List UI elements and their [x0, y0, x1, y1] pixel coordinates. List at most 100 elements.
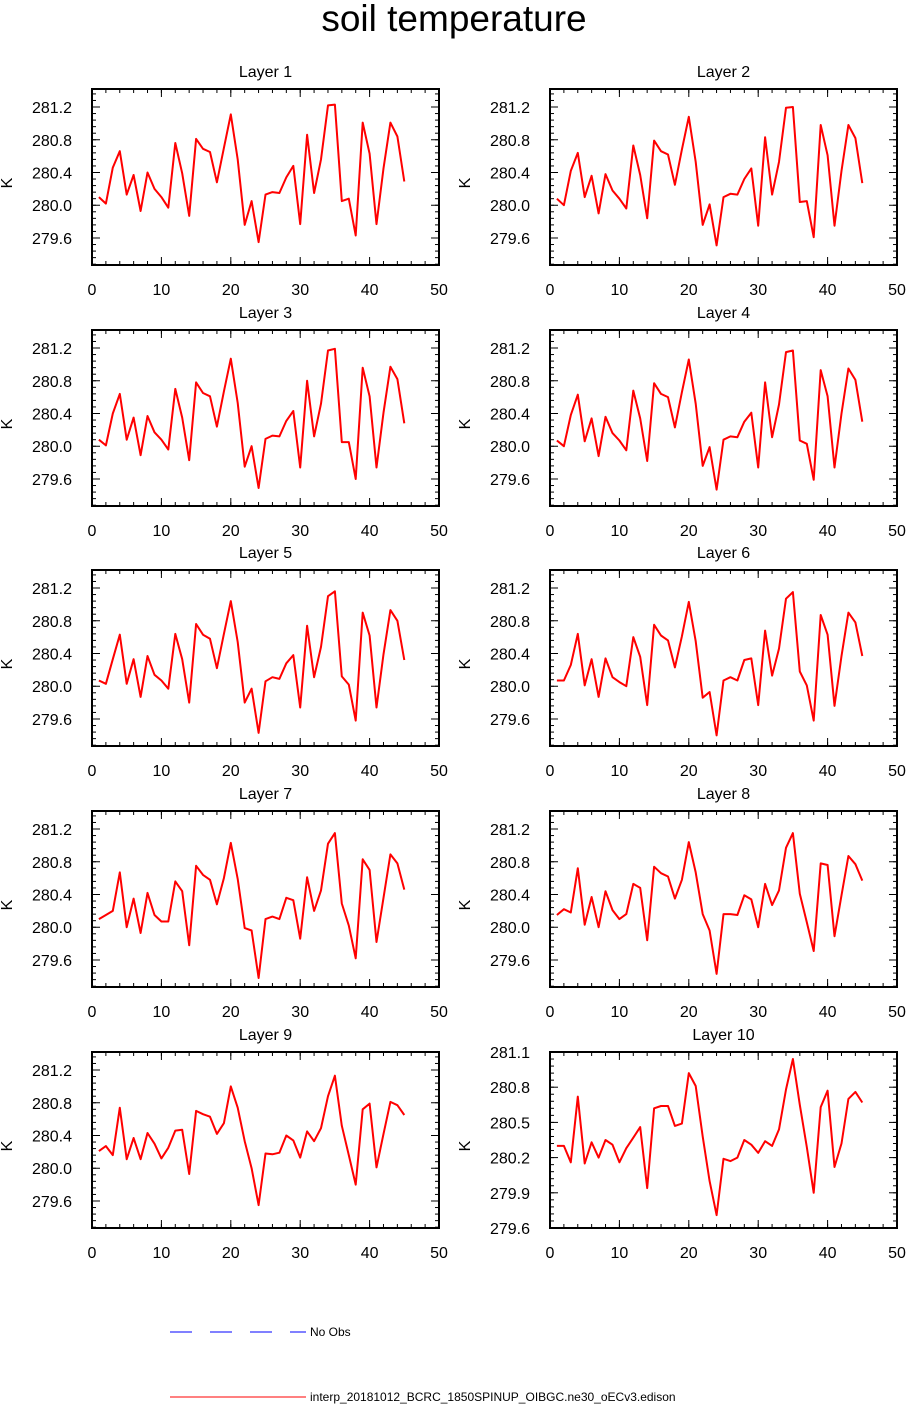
- chart-panel-8: Layer 8 K 0 10 20 30 40 50 279.6 280.0 280.4 280.8 2…: [457, 786, 906, 1021]
- chart-title: Layer 9: [239, 1027, 292, 1044]
- x-tick-label: 0: [88, 1245, 97, 1262]
- x-tick-label: 30: [291, 763, 309, 780]
- x-tick-label: 50: [888, 282, 906, 299]
- chart-title: Layer 3: [239, 305, 292, 322]
- x-tick-label: 10: [153, 763, 171, 780]
- x-tick-label: 0: [88, 523, 97, 540]
- y-tick-label: 281.2: [490, 100, 530, 117]
- y-tick-label: 280.8: [32, 374, 72, 391]
- x-tick-label: 10: [611, 282, 629, 299]
- series-line: [556, 106, 864, 247]
- chart-panel-2: Layer 2 K 0 10 20 30 40 50 279.6 280.0 280.4 280.8 2…: [457, 64, 906, 299]
- x-tick-label: 40: [361, 763, 379, 780]
- y-tick-label: 279.6: [490, 1221, 530, 1238]
- y-tick-label: 280.8: [490, 855, 530, 872]
- x-tick-label: 0: [88, 1004, 97, 1021]
- y-tick-label: 280.4: [490, 646, 530, 663]
- series-line: [556, 832, 864, 975]
- y-tick-label: 280.4: [490, 406, 530, 423]
- y-tick-label: 280.4: [32, 646, 72, 663]
- y-tick-label: 280.0: [490, 679, 530, 696]
- x-tick-label: 20: [222, 1245, 240, 1262]
- x-tick-label: 0: [546, 282, 555, 299]
- x-tick-label: 10: [153, 523, 171, 540]
- x-tick-label: 50: [430, 282, 448, 299]
- x-tick-label: 0: [546, 1245, 555, 1262]
- chart-panel-5: Layer 5 K 0 10 20 30 40 50 279.6 280.0 280.4 280.8 2…: [0, 545, 448, 780]
- x-tick-label: 20: [680, 523, 698, 540]
- x-tick-label: 10: [611, 1004, 629, 1021]
- x-tick-label: 40: [361, 1245, 379, 1262]
- y-tick-label: 280.4: [490, 887, 530, 904]
- y-tick-label: 280.8: [32, 614, 72, 631]
- y-tick-label: 280.0: [490, 439, 530, 456]
- y-tick-label: 280.8: [490, 614, 530, 631]
- y-axis-label: K: [457, 658, 474, 669]
- y-tick-label: 280.8: [32, 855, 72, 872]
- y-tick-label: 280.5: [490, 1115, 530, 1132]
- chart-panel-4: Layer 4 K 0 10 20 30 40 50 279.6 280.0 280.4 280.8 2…: [457, 305, 906, 540]
- series-line: [98, 832, 406, 979]
- series-line: [556, 591, 864, 737]
- chart-title: Layer 5: [239, 545, 292, 562]
- x-tick-label: 50: [430, 1245, 448, 1262]
- y-axis-label: K: [457, 899, 474, 910]
- x-tick-label: 10: [611, 1245, 629, 1262]
- y-tick-label: 281.2: [32, 581, 72, 598]
- y-tick-label: 281.2: [32, 341, 72, 358]
- plot-frame: [91, 1051, 440, 1229]
- y-tick-label: 281.2: [32, 100, 72, 117]
- y-tick-label: 281.2: [32, 822, 72, 839]
- y-tick-label: 280.2: [490, 1151, 530, 1168]
- y-axis-label: K: [457, 1140, 474, 1151]
- x-tick-label: 30: [749, 1245, 767, 1262]
- y-tick-label: 280.0: [490, 198, 530, 215]
- y-tick-label: 279.6: [32, 472, 72, 489]
- chart-panel-3: Layer 3 K 0 10 20 30 40 50 279.6 280.0 280.4 280.8 2…: [0, 305, 448, 540]
- chart-title: Layer 10: [692, 1027, 754, 1044]
- x-tick-label: 40: [361, 282, 379, 299]
- x-tick-label: 30: [749, 763, 767, 780]
- x-tick-label: 20: [680, 763, 698, 780]
- y-tick-label: 280.4: [32, 165, 72, 182]
- x-tick-label: 30: [291, 1004, 309, 1021]
- x-tick-label: 50: [888, 523, 906, 540]
- x-tick-label: 10: [153, 1245, 171, 1262]
- x-tick-label: 20: [222, 282, 240, 299]
- x-tick-label: 0: [88, 282, 97, 299]
- x-tick-label: 20: [680, 1245, 698, 1262]
- x-tick-label: 10: [153, 282, 171, 299]
- x-tick-label: 0: [546, 1004, 555, 1021]
- y-tick-label: 281.1: [490, 1045, 530, 1062]
- plot-frame: [549, 1051, 898, 1229]
- series-line: [98, 590, 406, 734]
- plot-frame: [91, 329, 440, 507]
- y-tick-label: 280.8: [490, 133, 530, 150]
- x-tick-label: 0: [546, 523, 555, 540]
- y-axis-label: K: [0, 418, 16, 429]
- y-tick-label: 280.8: [490, 1080, 530, 1097]
- x-tick-label: 40: [361, 1004, 379, 1021]
- x-tick-label: 50: [430, 1004, 448, 1021]
- plot-frame: [91, 88, 440, 266]
- x-tick-label: 20: [680, 1004, 698, 1021]
- series-line: [98, 1074, 406, 1207]
- x-tick-label: 0: [546, 763, 555, 780]
- x-tick-label: 0: [88, 763, 97, 780]
- chart-title: Layer 6: [697, 545, 750, 562]
- y-tick-label: 280.0: [32, 198, 72, 215]
- y-tick-label: 279.6: [32, 953, 72, 970]
- y-tick-label: 281.2: [490, 822, 530, 839]
- series-line: [98, 103, 406, 244]
- x-tick-label: 40: [819, 523, 837, 540]
- x-tick-label: 40: [819, 282, 837, 299]
- y-tick-label: 280.8: [490, 374, 530, 391]
- x-tick-label: 10: [153, 1004, 171, 1021]
- y-tick-label: 280.4: [490, 165, 530, 182]
- y-axis-label: K: [0, 1140, 16, 1151]
- x-tick-label: 30: [749, 523, 767, 540]
- y-axis-label: K: [457, 418, 474, 429]
- y-tick-label: 281.2: [490, 581, 530, 598]
- x-tick-label: 20: [222, 763, 240, 780]
- x-tick-label: 20: [222, 523, 240, 540]
